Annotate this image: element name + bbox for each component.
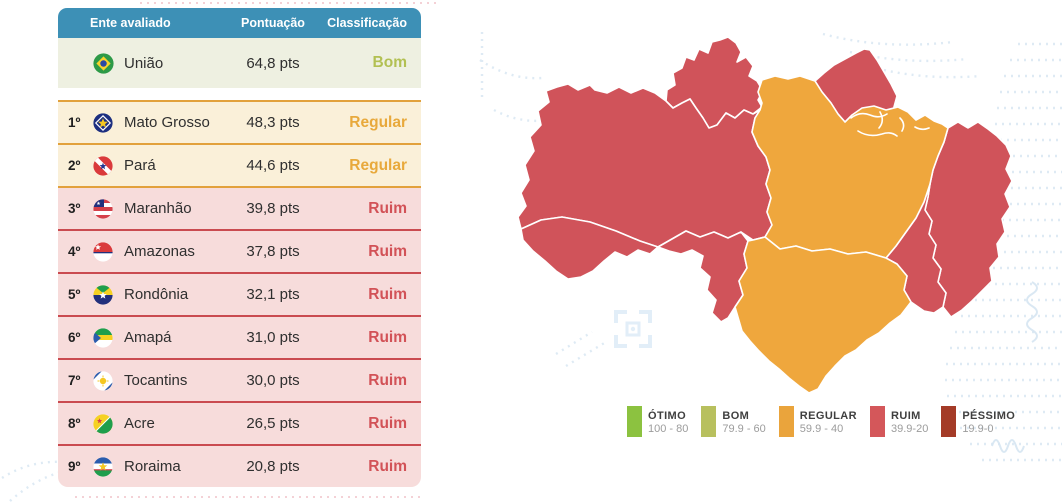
river-lines [850, 111, 930, 137]
legend-label: ÓTIMO [648, 410, 687, 422]
table-row: 9º Roraima 20,8 pts Ruim [58, 444, 421, 487]
classification-badge: Ruim [368, 199, 407, 217]
rondonia-flag-icon [93, 284, 115, 305]
rank-cell: 7º [68, 373, 81, 388]
entity-name: Tocantins [124, 372, 188, 389]
table-row: 2º Pará 44,6 pts Regular [58, 143, 421, 186]
legend-item-pessimo: PÉSSIMO 19.9-0 [941, 406, 1015, 437]
entity-name: União [124, 54, 164, 72]
ranking-table: Ente avaliado Pontuação Classificação Un… [58, 8, 421, 487]
rank-cell: 9º [68, 459, 81, 474]
score-value: 44,6 pts [246, 157, 300, 174]
map-state-rondonia[interactable] [657, 230, 749, 323]
legend-swatch-ruim [870, 406, 885, 437]
roraima-flag-icon [93, 456, 115, 477]
legend-range: 39.9-20 [891, 423, 929, 435]
para-flag-icon [93, 155, 115, 176]
viewfinder-icon [614, 310, 652, 348]
legend-swatch-otimo [627, 406, 642, 437]
classification-badge: Bom [372, 54, 407, 71]
rank-cell: 4º [68, 244, 81, 259]
classification-badge: Ruim [368, 242, 407, 260]
classification-badge: Ruim [368, 414, 407, 432]
score-value: 20,8 pts [246, 458, 300, 475]
score-value: 48,3 pts [246, 114, 300, 131]
mato-grosso-flag-icon [93, 112, 115, 133]
brazil-flag-icon [93, 52, 115, 74]
header-classification: Classificação [327, 16, 407, 30]
rank-cell: 5º [68, 287, 81, 302]
legend-range: 100 - 80 [648, 423, 689, 435]
table-row: 3º Maranhão 39,8 pts Ruim [58, 186, 421, 229]
entity-name: Roraima [124, 458, 181, 475]
legend-swatch-pessimo [941, 406, 957, 437]
map-state-para[interactable] [751, 75, 949, 259]
entity-name: Amapá [124, 329, 172, 346]
table-row: 8º Acre 26,5 pts Ruim [58, 401, 421, 444]
legend-item-bom: BOM 79.9 - 60 [701, 406, 766, 437]
legend-swatch-regular [778, 406, 794, 437]
legend-range: 59.9 - 40 [799, 423, 844, 435]
legend-item-ruim: RUIM 39.9-20 [870, 406, 928, 437]
amapa-flag-icon [93, 327, 115, 348]
score-value: 64,8 pts [246, 54, 300, 72]
map-state-mato-grosso[interactable] [734, 236, 912, 394]
entity-name: Acre [124, 415, 155, 432]
classification-badge: Ruim [368, 457, 407, 475]
maranhao-flag-icon [93, 198, 115, 219]
rank-cell: 8º [68, 416, 81, 431]
score-value: 39,8 pts [246, 200, 300, 217]
table-row: 5º Rondônia 32,1 pts Ruim [58, 272, 421, 315]
amazonas-flag-icon [93, 241, 115, 262]
table-row: 1º Mato Grosso 48,3 pts Regular [58, 100, 421, 143]
score-value: 37,8 pts [246, 243, 300, 260]
legend-item-regular: REGULAR 59.9 - 40 [778, 406, 857, 437]
table-head-block: Ente avaliado Pontuação Classificação Un… [58, 8, 421, 88]
legend-label: RUIM [891, 410, 921, 422]
states-group [517, 36, 1013, 394]
entity-name: Mato Grosso [124, 114, 210, 131]
map-state-acre[interactable] [520, 216, 659, 280]
legend-label: PÉSSIMO [962, 410, 1016, 422]
legend-item-otimo: ÓTIMO 100 - 80 [627, 406, 688, 437]
table-rows-block: 1º Mato Grosso 48,3 pts Regular 2º Pará … [58, 100, 421, 487]
legend-label: REGULAR [799, 410, 857, 422]
classification-badge: Ruim [368, 371, 407, 389]
header-score: Pontuação [241, 16, 305, 30]
entity-name: Amazonas [124, 243, 195, 260]
score-value: 26,5 pts [246, 415, 300, 432]
legend-range: 79.9 - 60 [722, 423, 766, 435]
entity-name: Rondônia [124, 286, 189, 303]
classification-badge: Ruim [368, 328, 407, 346]
table-row: 4º Amazonas 37,8 pts Ruim [58, 229, 421, 272]
rank-cell: 1º [68, 115, 81, 130]
legend-label: BOM [722, 410, 750, 422]
entity-name: Pará [124, 157, 156, 174]
score-value: 30,0 pts [246, 372, 300, 389]
classification-badge: Regular [349, 113, 407, 131]
table-header-row: Ente avaliado Pontuação Classificação [58, 8, 421, 38]
entity-name: Maranhão [124, 200, 192, 217]
table-row-uniao: União 64,8 pts Bom [58, 38, 421, 88]
rank-cell: 2º [68, 158, 81, 173]
map-legend: ÓTIMO 100 - 80 BOM 79.9 - 60 REGULAR 59.… [627, 406, 1015, 437]
score-value: 31,0 pts [246, 329, 300, 346]
header-entity: Ente avaliado [90, 16, 171, 30]
score-value: 32,1 pts [246, 286, 300, 303]
rank-cell: 3º [68, 201, 81, 216]
classification-badge: Regular [349, 156, 407, 174]
acre-flag-icon [93, 413, 115, 434]
legend-swatch-bom [701, 406, 717, 437]
classification-badge: Ruim [368, 285, 407, 303]
legend-range: 19.9-0 [962, 423, 994, 435]
tocantins-flag-icon [93, 370, 115, 391]
table-row: 7º Tocantins 30,0 pts Ruim [58, 358, 421, 401]
table-row: 6º Amapá 31,0 pts Ruim [58, 315, 421, 358]
rank-cell: 6º [68, 330, 81, 345]
